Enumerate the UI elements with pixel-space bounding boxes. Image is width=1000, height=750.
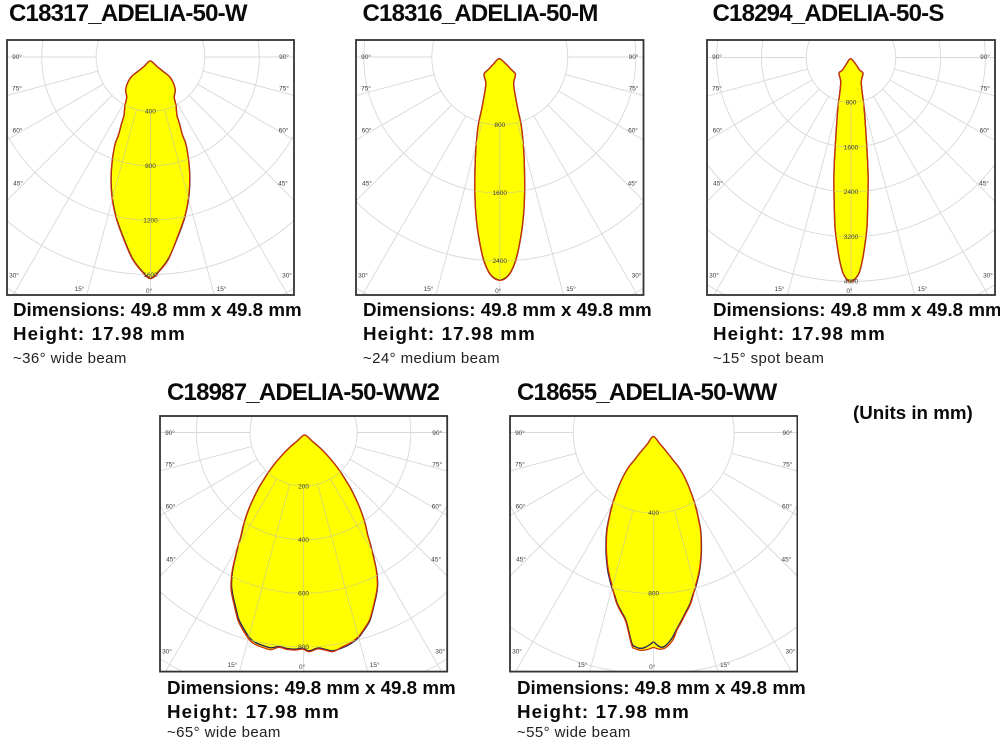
svg-text:45°: 45° [432,556,442,564]
svg-text:60°: 60° [166,503,176,511]
svg-text:90°: 90° [629,53,639,61]
svg-text:800: 800 [648,591,659,598]
svg-text:200: 200 [299,483,310,490]
svg-text:30°: 30° [512,647,522,655]
svg-text:45°: 45° [516,556,526,564]
svg-text:0°: 0° [649,663,656,671]
svg-text:0°: 0° [299,663,306,671]
svg-text:30°: 30° [282,271,292,279]
svg-text:60°: 60° [782,503,792,511]
svg-text:15°: 15° [720,661,730,669]
svg-text:30°: 30° [358,271,368,279]
svg-text:1600: 1600 [493,190,508,197]
svg-text:15°: 15° [566,285,576,293]
svg-text:60°: 60° [628,126,638,134]
svg-text:45°: 45° [628,179,638,187]
svg-text:15°: 15° [424,285,434,293]
svg-text:3200: 3200 [844,233,859,240]
svg-text:75°: 75° [629,84,639,92]
svg-text:1600: 1600 [143,271,158,278]
svg-text:90°: 90° [279,53,289,61]
svg-text:15°: 15° [370,661,380,669]
svg-text:90°: 90° [980,53,990,61]
svg-text:60°: 60° [432,503,442,511]
svg-text:1600: 1600 [844,144,859,151]
svg-text:75°: 75° [279,84,289,92]
svg-text:400: 400 [299,537,310,544]
svg-text:45°: 45° [13,179,23,187]
svg-text:60°: 60° [12,126,22,134]
svg-text:75°: 75° [165,461,175,469]
svg-text:90°: 90° [12,53,22,61]
svg-text:4000: 4000 [844,278,859,285]
svg-text:60°: 60° [362,126,372,134]
svg-text:75°: 75° [980,84,990,92]
svg-text:75°: 75° [712,84,722,92]
svg-text:60°: 60° [980,126,990,134]
svg-text:30°: 30° [632,271,642,279]
svg-text:45°: 45° [979,179,989,187]
svg-text:45°: 45° [781,556,791,564]
svg-text:800: 800 [299,644,310,651]
svg-text:60°: 60° [278,126,288,134]
svg-text:15°: 15° [578,661,588,669]
svg-text:45°: 45° [278,179,288,187]
svg-text:60°: 60° [713,126,723,134]
svg-text:75°: 75° [361,84,371,92]
svg-text:90°: 90° [361,53,371,61]
svg-text:90°: 90° [515,429,525,437]
svg-text:400: 400 [648,510,659,517]
svg-text:1200: 1200 [143,217,158,224]
svg-text:75°: 75° [433,461,443,469]
svg-text:30°: 30° [709,271,719,279]
svg-text:60°: 60° [516,503,526,511]
svg-text:15°: 15° [918,285,928,293]
svg-text:15°: 15° [74,285,84,293]
svg-text:30°: 30° [436,647,446,655]
svg-text:15°: 15° [775,285,785,293]
svg-text:600: 600 [299,590,310,597]
svg-text:800: 800 [494,122,505,129]
svg-text:800: 800 [145,163,156,170]
svg-text:90°: 90° [165,429,175,437]
svg-text:75°: 75° [782,461,792,469]
svg-text:75°: 75° [12,84,22,92]
svg-text:45°: 45° [713,179,723,187]
svg-text:45°: 45° [166,556,176,564]
svg-text:0°: 0° [846,287,853,295]
svg-text:800: 800 [846,99,857,106]
svg-text:15°: 15° [228,661,238,669]
svg-text:90°: 90° [782,429,792,437]
svg-text:2400: 2400 [493,258,508,265]
svg-text:75°: 75° [515,461,525,469]
svg-text:15°: 15° [216,285,226,293]
svg-text:30°: 30° [162,647,172,655]
svg-text:90°: 90° [712,53,722,61]
svg-text:90°: 90° [433,429,443,437]
svg-text:30°: 30° [785,647,795,655]
svg-text:30°: 30° [9,271,19,279]
svg-text:45°: 45° [362,179,372,187]
svg-text:2400: 2400 [844,189,859,196]
svg-text:0°: 0° [145,287,152,295]
svg-text:30°: 30° [983,271,993,279]
svg-text:0°: 0° [495,287,502,295]
svg-text:400: 400 [145,108,156,115]
